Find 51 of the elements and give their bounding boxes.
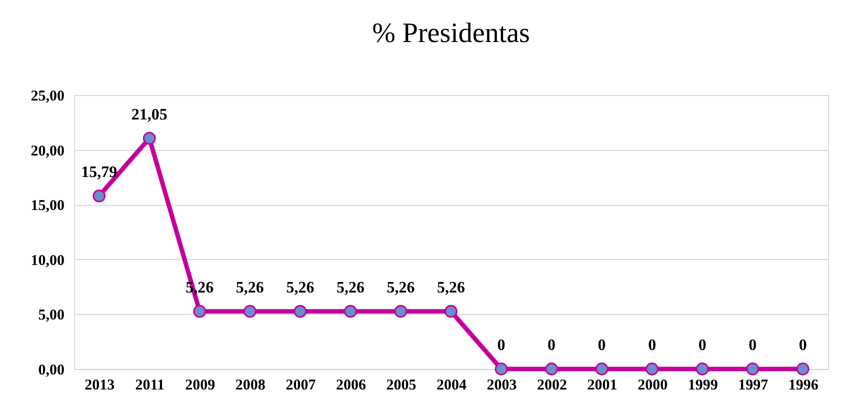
data-label: 0 — [748, 337, 757, 354]
data-label: 0 — [698, 337, 706, 354]
x-tick-label: 2005 — [386, 378, 416, 394]
y-tick-label: 20,00 — [30, 143, 64, 160]
point — [92, 190, 106, 202]
point — [545, 362, 558, 376]
point — [294, 304, 307, 318]
point — [243, 304, 256, 318]
data-label: 0 — [798, 337, 807, 354]
point — [646, 362, 659, 376]
x-tick-label: 2009 — [185, 378, 216, 394]
point — [142, 132, 156, 145]
data-label: 5,26 — [437, 279, 465, 296]
y-tick-label: 10,00 — [30, 252, 64, 269]
y-tick-label: 15,00 — [30, 198, 64, 214]
x-tick-label: 2013 — [84, 378, 115, 394]
chart-title: % Presidentas — [372, 18, 530, 49]
point — [344, 304, 357, 318]
y-tick-label: 5,00 — [38, 308, 64, 324]
point — [746, 362, 760, 376]
data-label: 0 — [497, 337, 506, 354]
x-tick-label: 2001 — [587, 378, 618, 394]
point — [394, 304, 408, 318]
data-label: 5,26 — [386, 279, 415, 296]
x-tick-label: 2004 — [436, 378, 467, 394]
x-tick-label: 2011 — [135, 378, 164, 394]
x-tick-label: 1999 — [688, 378, 718, 394]
point — [696, 362, 709, 376]
x-tick-label: 2006 — [336, 378, 366, 394]
x-tick-label: 2002 — [537, 378, 568, 394]
data-label: 0 — [648, 337, 656, 354]
point — [796, 362, 810, 376]
data-label: 5,26 — [286, 279, 314, 296]
y-tick-label: 25,00 — [30, 88, 64, 104]
data-label: 5,26 — [236, 279, 264, 296]
data-label: 5,26 — [336, 279, 364, 296]
data-label: 15,79 — [81, 164, 118, 181]
y-tick-label: 0,00 — [38, 362, 64, 378]
point — [494, 362, 508, 376]
x-tick-label: 2008 — [235, 378, 266, 394]
x-tick-label: 1997 — [738, 378, 769, 394]
point — [193, 304, 206, 318]
data-label: 0 — [548, 337, 556, 354]
data-label: 21,05 — [131, 106, 168, 124]
point — [595, 362, 608, 376]
x-tick-label: 1996 — [788, 378, 819, 394]
x-tick-label: 2007 — [286, 378, 316, 394]
x-tick-label: 2000 — [638, 378, 668, 394]
data-label: 0 — [598, 337, 606, 354]
point — [444, 304, 458, 318]
x-tick-label: 2003 — [486, 378, 517, 394]
